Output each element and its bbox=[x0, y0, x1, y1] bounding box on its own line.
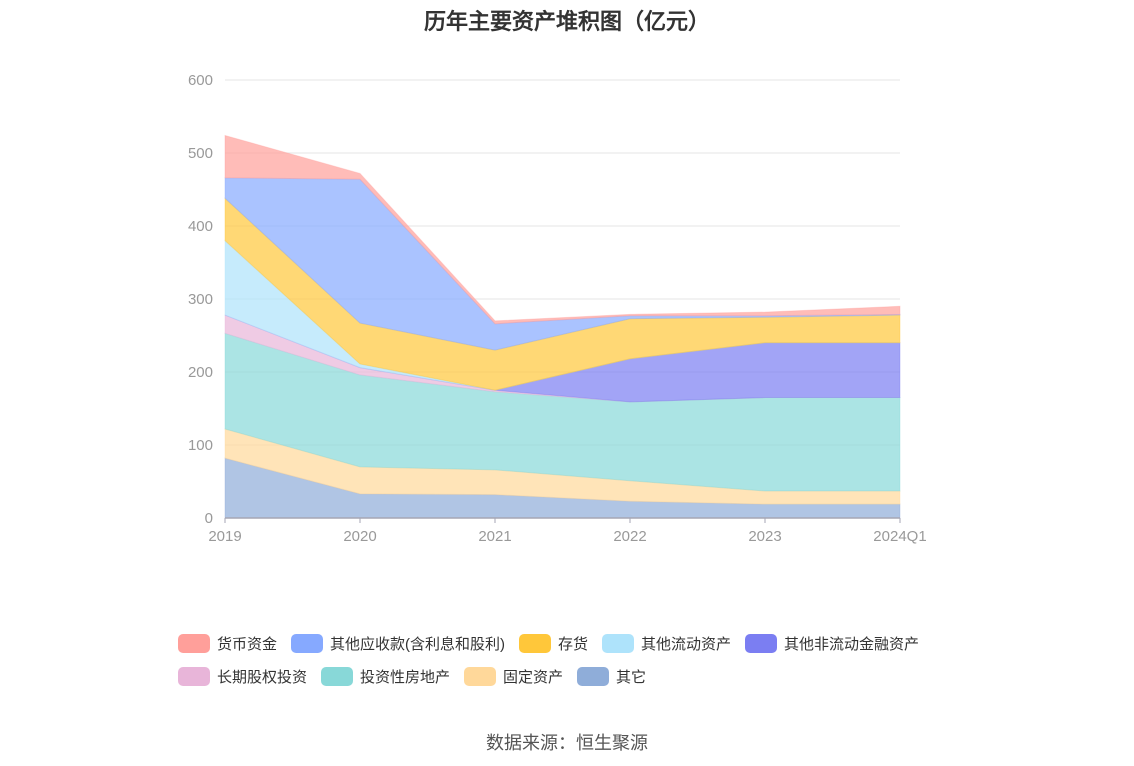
x-axis bbox=[224, 517, 901, 523]
legend-item[interactable]: 其它 bbox=[577, 666, 646, 687]
y-tick-label: 100 bbox=[188, 437, 213, 454]
legend-item[interactable]: 其他非流动金融资产 bbox=[745, 633, 919, 654]
legend-swatch bbox=[321, 666, 354, 686]
stacked-area-chart: 0 100 200 300 400 500 600 2019 2020 2021 2022 2023… bbox=[188, 72, 927, 545]
legend-swatch bbox=[519, 633, 552, 653]
area-series-8 bbox=[224, 134, 901, 325]
legend-label: 其他非流动金融资产 bbox=[784, 635, 920, 653]
legend-swatch bbox=[577, 666, 610, 686]
legend-swatch bbox=[602, 633, 635, 653]
y-tick-label: 0 bbox=[205, 510, 213, 527]
y-tick-label: 600 bbox=[188, 72, 213, 89]
y-tick-label: 400 bbox=[188, 218, 213, 235]
legend-swatch bbox=[745, 633, 778, 653]
data-source: 数据来源：恒生聚源 bbox=[486, 733, 648, 753]
legend-item[interactable]: 固定资产 bbox=[464, 666, 563, 687]
legend-swatch bbox=[178, 633, 210, 653]
x-tick-label: 2019 bbox=[208, 528, 241, 545]
legend-label: 其它 bbox=[616, 668, 647, 686]
legend-item[interactable]: 其他应收款(含利息和股利) bbox=[291, 633, 505, 654]
legend-item[interactable]: 长期股权投资 bbox=[178, 666, 307, 687]
legend-label: 投资性房地产 bbox=[360, 668, 451, 686]
legend-item[interactable]: 存货 bbox=[519, 633, 588, 654]
legend-label: 货币资金 bbox=[217, 635, 278, 653]
legend-label: 其他流动资产 bbox=[641, 635, 732, 653]
legend-label: 长期股权投资 bbox=[217, 668, 308, 686]
legend-item[interactable]: 其他流动资产 bbox=[602, 633, 731, 654]
area-series bbox=[224, 134, 901, 519]
legend: 货币资金 其他应收款(含利息和股利) 存货 其他流动资产 其他非流动金融资产 长期股权投… bbox=[178, 632, 998, 698]
x-axis-labels: 2019 2020 2021 2022 2023 2024Q1 bbox=[208, 528, 926, 545]
legend-item[interactable]: 投资性房地产 bbox=[321, 666, 450, 687]
y-axis-labels: 0 100 200 300 400 500 600 bbox=[188, 72, 213, 527]
x-tick-label: 2023 bbox=[748, 528, 781, 545]
x-tick-label: 2020 bbox=[343, 528, 376, 545]
legend-label: 其他应收款(含利息和股利) bbox=[330, 635, 506, 653]
legend-row: 货币资金 其他应收款(含利息和股利) 存货 其他流动资产 其他非流动金融资产 bbox=[178, 632, 998, 654]
legend-swatch bbox=[178, 666, 210, 686]
legend-row: 长期股权投资 投资性房地产 固定资产 其它 bbox=[178, 665, 998, 687]
legend-swatch bbox=[291, 633, 324, 653]
y-tick-label: 300 bbox=[188, 291, 213, 308]
x-tick-label: 2021 bbox=[478, 528, 511, 545]
x-tick-label: 2024Q1 bbox=[873, 528, 926, 545]
y-tick-label: 500 bbox=[188, 145, 213, 162]
x-tick-label: 2022 bbox=[613, 528, 646, 545]
legend-label: 存货 bbox=[558, 635, 589, 653]
legend-item[interactable]: 货币资金 bbox=[178, 633, 277, 654]
y-tick-label: 200 bbox=[188, 364, 213, 381]
chart-title: 历年主要资产堆积图（亿元） bbox=[423, 9, 710, 34]
legend-label: 固定资产 bbox=[503, 668, 564, 686]
legend-swatch bbox=[464, 666, 497, 686]
